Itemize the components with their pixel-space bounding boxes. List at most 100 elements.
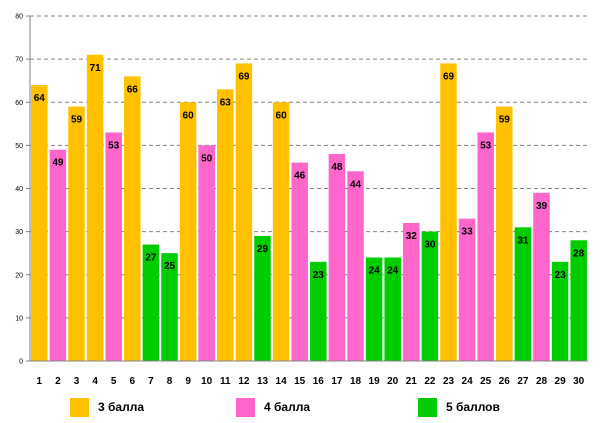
x-tick-label-10: 10 (201, 376, 213, 387)
x-tick-label-8: 8 (167, 376, 173, 387)
y-tick-label-30: 30 (15, 229, 23, 236)
data-label-23: 69 (443, 71, 455, 82)
x-tick-label-6: 6 (130, 376, 136, 387)
legend-label-4: 4 балла (264, 400, 311, 414)
x-tick-label-5: 5 (111, 376, 117, 387)
bar-6 (124, 76, 141, 361)
y-tick-label-40: 40 (15, 186, 23, 193)
data-label-13: 29 (257, 244, 269, 255)
legend-swatch-3 (70, 397, 89, 417)
data-label-5: 53 (108, 140, 120, 151)
bar-18 (347, 171, 364, 361)
legend-label-3: 3 балла (98, 400, 145, 414)
x-tick-label-29: 29 (555, 376, 567, 387)
x-tick-label-30: 30 (573, 376, 585, 387)
x-tick-label-16: 16 (313, 376, 325, 387)
bar-10 (198, 145, 215, 361)
y-tick-label-70: 70 (15, 57, 23, 64)
data-label-19: 24 (369, 266, 381, 277)
bar-3 (68, 106, 85, 361)
x-tick-label-1: 1 (37, 376, 43, 387)
y-tick-label-80: 80 (15, 14, 23, 21)
bar-4 (86, 54, 104, 361)
data-label-1: 64 (34, 93, 46, 104)
bar-1 (31, 85, 48, 361)
bar-12 (235, 63, 253, 361)
x-tick-label-22: 22 (424, 376, 436, 387)
data-label-6: 66 (127, 84, 139, 95)
x-tick-label-14: 14 (276, 376, 288, 387)
data-label-11: 63 (220, 97, 232, 108)
data-label-12: 69 (238, 71, 250, 82)
data-label-25: 53 (480, 140, 492, 151)
data-label-27: 31 (517, 235, 529, 246)
bar-17 (328, 154, 346, 361)
y-tick-label-0: 0 (19, 359, 23, 366)
x-tick-label-9: 9 (185, 376, 191, 387)
x-tick-label-11: 11 (220, 376, 231, 387)
bar-30 (570, 240, 587, 361)
data-label-18: 44 (350, 179, 362, 190)
bar-14 (272, 102, 290, 361)
legend-label-5: 5 баллов (446, 400, 500, 414)
data-label-3: 59 (71, 115, 83, 126)
bar-9 (179, 102, 197, 361)
x-tick-label-19: 19 (369, 376, 381, 387)
data-label-14: 60 (276, 110, 288, 121)
bar-11 (217, 89, 234, 361)
x-tick-label-26: 26 (499, 376, 511, 387)
data-label-29: 23 (555, 270, 567, 281)
data-label-24: 33 (462, 227, 474, 238)
x-tick-label-3: 3 (74, 376, 80, 387)
y-tick-label-60: 60 (15, 100, 23, 107)
x-tick-label-24: 24 (462, 376, 474, 387)
y-tick-label-10: 10 (15, 315, 23, 322)
bar-13 (254, 235, 271, 361)
x-tick-label-15: 15 (294, 376, 306, 387)
data-label-10: 50 (201, 153, 213, 164)
legend-item-3: 3 балла (70, 397, 144, 417)
legend-item-4: 4 балла (236, 397, 310, 417)
data-label-4: 71 (90, 63, 102, 74)
bar-27 (514, 227, 532, 361)
x-tick-label-7: 7 (148, 376, 154, 387)
x-tick-label-4: 4 (92, 376, 98, 387)
data-label-28: 39 (536, 201, 548, 212)
bar-5 (105, 132, 122, 361)
bar-20 (384, 257, 401, 361)
data-label-22: 30 (424, 240, 436, 251)
bar-22 (421, 231, 439, 361)
bar-2 (49, 149, 67, 361)
x-tick-label-28: 28 (536, 376, 548, 387)
data-label-20: 24 (387, 266, 399, 277)
bar-26 (496, 106, 513, 361)
x-tick-label-23: 23 (443, 376, 455, 387)
data-label-16: 23 (313, 270, 325, 281)
y-tick-label-50: 50 (15, 143, 23, 150)
data-label-17: 48 (331, 162, 343, 173)
x-tick-label-20: 20 (387, 376, 399, 387)
bar-24 (458, 218, 476, 361)
data-label-15: 46 (294, 171, 306, 182)
x-tick-label-25: 25 (480, 376, 492, 387)
bar-23 (440, 63, 457, 361)
x-tick-label-17: 17 (331, 376, 343, 387)
x-tick-label-27: 27 (517, 376, 529, 387)
bar-8 (161, 253, 178, 361)
data-label-26: 59 (499, 115, 511, 126)
data-label-9: 60 (183, 110, 195, 121)
legend-item-5: 5 баллов (418, 397, 500, 417)
bar-7 (142, 244, 160, 361)
x-tick-label-21: 21 (406, 376, 418, 387)
x-tick-label-13: 13 (257, 376, 269, 387)
x-tick-label-18: 18 (350, 376, 362, 387)
bar-19 (365, 257, 383, 361)
legend-swatch-5 (418, 397, 437, 417)
bar-16 (310, 261, 327, 361)
bar-25 (477, 132, 494, 361)
data-label-2: 49 (52, 158, 64, 169)
x-tick-label-12: 12 (238, 376, 250, 387)
x-tick-label-2: 2 (55, 376, 61, 387)
bar-29 (551, 261, 569, 361)
